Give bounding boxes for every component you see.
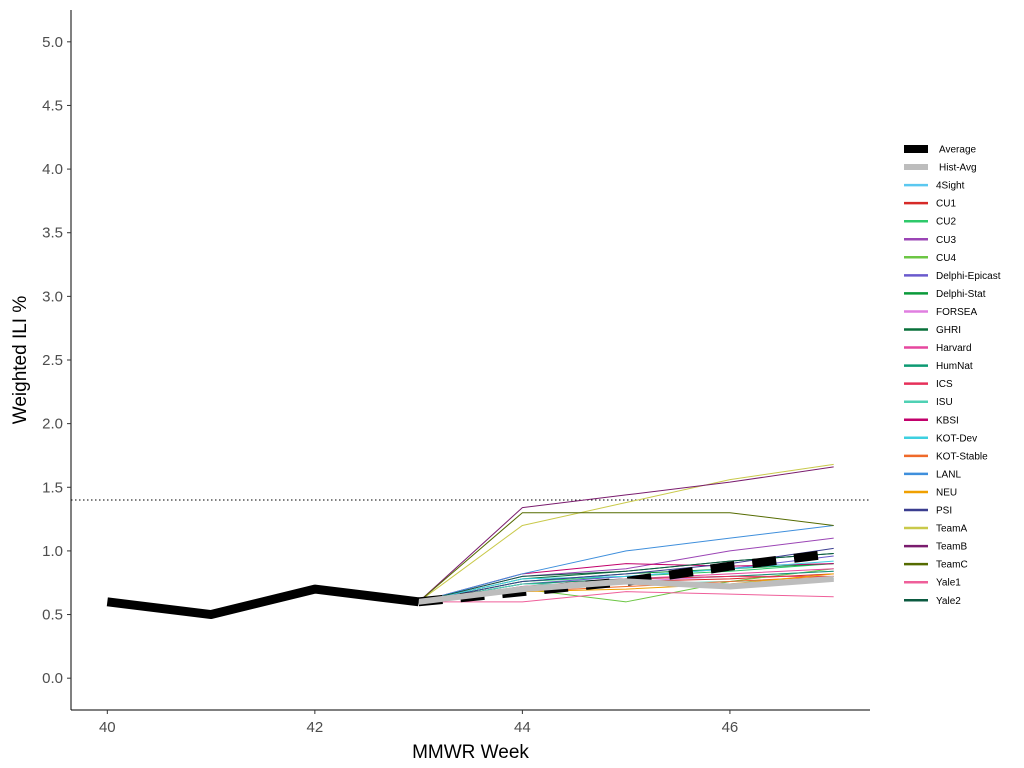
legend-label-kot-stable: KOT-Stable — [936, 451, 988, 462]
observed-line — [106, 584, 420, 620]
legend-label-teama: TeamA — [936, 524, 967, 535]
legend-label-kot-dev: KOT-Dev — [936, 433, 977, 444]
legend-label-forsea: FORSEA — [936, 307, 977, 318]
legend-label-4sight: 4Sight — [936, 181, 965, 192]
y-tick-label: 5.0 — [42, 34, 63, 51]
x-axis-title: MMWR Week — [412, 742, 529, 763]
series-line-average — [418, 548, 835, 607]
y-tick-label: 1.5 — [42, 479, 63, 496]
y-tick-label: 0.5 — [42, 607, 63, 624]
y-tick-label: 0.0 — [42, 670, 63, 687]
series-line-teama — [418, 463, 834, 603]
legend-label-kbsi: KBSI — [936, 415, 959, 426]
legend-label-teamb: TeamB — [936, 542, 967, 553]
y-tick-label: 4.5 — [42, 97, 63, 114]
legend-label-cu1: CU1 — [936, 199, 956, 210]
legend-label-yale1: Yale1 — [936, 578, 961, 589]
legend-label-ics: ICS — [936, 379, 953, 390]
series-line-yale1 — [418, 591, 834, 603]
legend-label-cu2: CU2 — [936, 217, 956, 228]
legend-label-cu3: CU3 — [936, 235, 956, 246]
legend-label-psi: PSI — [936, 506, 952, 517]
y-tick-label: 4.0 — [42, 161, 63, 178]
legend-label-harvard: Harvard — [936, 343, 972, 354]
x-tick-label: 44 — [514, 719, 531, 736]
x-tick-label: 40 — [99, 719, 116, 736]
legend-label-average: Average — [939, 145, 977, 156]
legend: Average Hist-Avg 4Sight CU1 CU2 CU3 CU4 Delphi-… — [904, 145, 1001, 607]
legend-label-teamc: TeamC — [936, 560, 968, 571]
y-tick-label: 2.5 — [42, 352, 63, 369]
x-tick-label: 42 — [307, 719, 324, 736]
legend-label-delphi-stat: Delphi-Stat — [936, 289, 986, 300]
y-tick-label: 3.5 — [42, 225, 63, 242]
series-line-teamc — [418, 512, 834, 603]
legend-label-lanl: LANL — [936, 469, 961, 480]
y-tick-label: 3.0 — [42, 288, 63, 305]
legend-label-neu: NEU — [936, 487, 957, 498]
axes: 0.0 0.5 1.0 1.5 2.0 2.5 3.0 3.5 4.0 4.5 5.0 40 42 44 4… — [42, 10, 870, 736]
legend-label-delphi-epicast: Delphi-Epicast — [936, 271, 1001, 282]
legend-label-cu4: CU4 — [936, 253, 956, 264]
y-tick-label: 2.0 — [42, 416, 63, 433]
legend-label-hist-avg: Hist-Avg — [939, 163, 977, 174]
legend-label-ghri: GHRI — [936, 325, 961, 336]
series-line-teamb — [418, 466, 834, 603]
series-line-lanl — [418, 524, 834, 603]
plot-area — [71, 463, 870, 620]
legend-label-isu: ISU — [936, 397, 953, 408]
y-axis-title: Weighted ILI % — [10, 296, 31, 425]
y-tick-label: 1.0 — [42, 543, 63, 560]
series-line-hist-avg — [418, 575, 834, 605]
x-tick-label: 46 — [722, 719, 739, 736]
legend-label-yale2: Yale2 — [936, 596, 961, 607]
legend-label-humnat: HumNat — [936, 361, 973, 372]
